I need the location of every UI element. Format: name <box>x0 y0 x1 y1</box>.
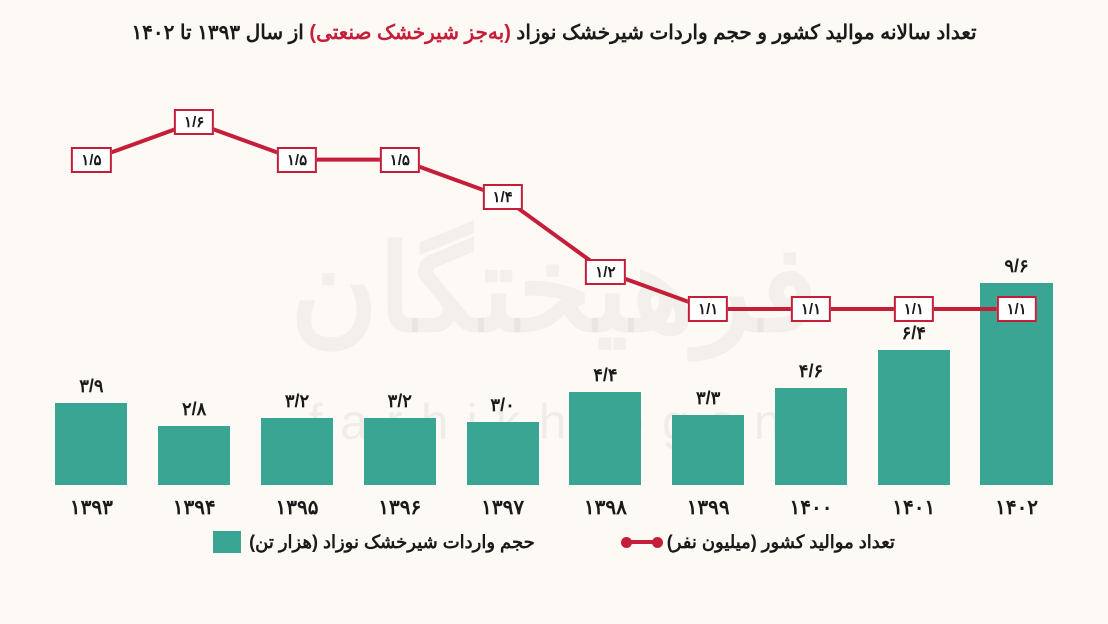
bar <box>569 392 641 485</box>
bar-group: ۳/۲ <box>354 391 447 485</box>
x-axis-label: ۱۳۹۹ <box>662 495 755 520</box>
bar-group: ۴/۶ <box>765 361 858 485</box>
bar-group: ۳/۳ <box>662 388 755 485</box>
x-axis-label: ۱۴۰۰ <box>765 495 858 520</box>
bar <box>364 418 436 485</box>
x-axis-labels: ۱۳۹۳ ۱۳۹۴ ۱۳۹۵ ۱۳۹۶ ۱۳۹۷ ۱۳۹۸ ۱۳۹۹ ۱۴۰۰ ۱۴۰۱ ۱۴۰۲ <box>40 489 1068 525</box>
bar-value-label: ۶/۴ <box>902 323 926 344</box>
line-value-label: ۱/۱ <box>791 296 831 322</box>
bar-group: ۳/۹ <box>45 376 138 485</box>
line-value-label: ۱/۱ <box>996 296 1036 322</box>
line-value-label: ۱/۵ <box>277 147 317 173</box>
bar-value-label: ۴/۶ <box>799 361 823 382</box>
legend-item-line: تعداد موالید کشور (میلیون نفر) <box>625 531 895 553</box>
title-bold: موالید کشور و حجم واردات شیرخشک نوزاد <box>511 22 875 44</box>
bar-value-label: ۲/۸ <box>182 399 206 420</box>
line-value-label: ۱/۶ <box>174 109 214 135</box>
x-axis-label: ۱۴۰۲ <box>970 495 1063 520</box>
bar-value-label: ۳/۲ <box>285 391 309 412</box>
legend: تعداد موالید کشور (میلیون نفر) حجم واردا… <box>40 531 1068 553</box>
bar-value-label: ۳/۹ <box>79 376 103 397</box>
bars-row: ۳/۹ ۲/۸ ۳/۲ ۳/۲ ۳/۰ ۴/۴ ۳/۳ ۴/۶ ۶/۴ ۹/۶ <box>40 85 1068 485</box>
bar-value-label: ۳/۳ <box>696 388 720 409</box>
bar-value-label: ۴/۴ <box>593 365 617 386</box>
x-axis-label: ۱۳۹۵ <box>251 495 344 520</box>
bar-value-label: ۹/۶ <box>1004 256 1028 277</box>
bar-group: ۹/۶ <box>970 256 1063 485</box>
chart-container: تعداد سالانه موالید کشور و حجم واردات شی… <box>0 0 1108 624</box>
x-axis-label: ۱۳۹۸ <box>559 495 652 520</box>
chart-area: فرهیختگان farhikhtegan ۳/۹۲/۸۳/۲۳/۲۳/۰۴/… <box>40 55 1068 525</box>
bar <box>467 422 539 485</box>
bar-value-label: ۳/۰ <box>490 395 514 416</box>
line-value-label: ۱/۴ <box>482 184 522 210</box>
legend-line-label: تعداد موالید کشور (میلیون نفر) <box>667 532 895 553</box>
line-value-label: ۱/۵ <box>380 147 420 173</box>
bar <box>55 403 127 485</box>
x-axis-label: ۱۳۹۶ <box>354 495 447 520</box>
bar <box>672 415 744 485</box>
legend-bar-label: حجم واردات شیرخشک نوزاد (هزار تن) <box>249 532 535 553</box>
bar-group: ۳/۲ <box>251 391 344 485</box>
title-part1: تعداد سالانه <box>875 22 977 44</box>
title-part2: از سال ۱۳۹۳ تا ۱۴۰۲ <box>131 22 303 44</box>
line-value-label: ۱/۱ <box>894 296 934 322</box>
x-axis-label: ۱۳۹۷ <box>456 495 549 520</box>
chart-title: تعداد سالانه موالید کشور و حجم واردات شی… <box>40 20 1068 45</box>
bar-value-label: ۳/۲ <box>388 391 412 412</box>
x-axis-label: ۱۴۰۱ <box>868 495 961 520</box>
x-axis-label: ۱۳۹۴ <box>148 495 241 520</box>
bar-group: ۳/۰ <box>456 395 549 485</box>
bar-group: ۴/۴ <box>559 365 652 485</box>
bar-group: ۲/۸ <box>148 399 241 485</box>
legend-bar-swatch <box>213 531 241 553</box>
line-value-label: ۱/۲ <box>585 259 625 285</box>
title-red: (به‌جز شیرخشک صنعتی) <box>304 22 511 44</box>
legend-item-bar: حجم واردات شیرخشک نوزاد (هزار تن) <box>213 531 535 553</box>
bar-group: ۶/۴ <box>868 323 961 485</box>
bar <box>775 388 847 485</box>
bar <box>158 426 230 485</box>
line-value-label: ۱/۱ <box>688 296 728 322</box>
x-axis-label: ۱۳۹۳ <box>45 495 138 520</box>
bar <box>878 350 950 485</box>
line-value-label: ۱/۵ <box>71 147 111 173</box>
legend-line-swatch <box>625 540 659 544</box>
bar <box>261 418 333 485</box>
